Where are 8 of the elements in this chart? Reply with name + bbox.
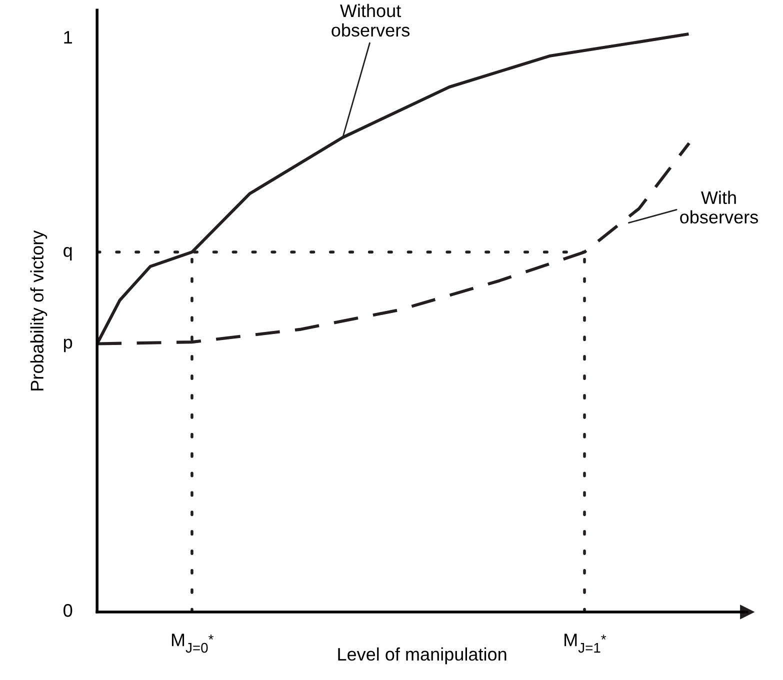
x-axis-title: Level of manipulation [338,647,506,664]
annotation: Without observers [332,4,410,37]
annotation: With observers [680,190,758,224]
y-tick-label: p [64,338,72,352]
y-tick-label: q [64,247,72,260]
y-axis-title: Probability of victory [30,230,48,390]
y-tick-label: 0 [64,604,72,617]
y-tick-label: 1 [64,31,72,44]
